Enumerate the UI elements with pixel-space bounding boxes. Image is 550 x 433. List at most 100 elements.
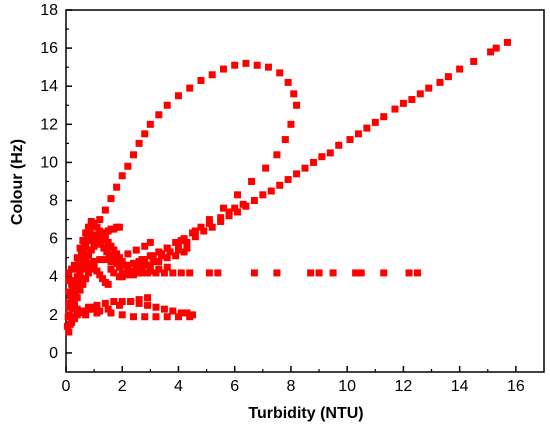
- data-point: [113, 183, 121, 191]
- data-point: [197, 223, 205, 231]
- data-point: [72, 265, 80, 273]
- data-point: [66, 292, 74, 300]
- data-point: [129, 271, 137, 279]
- data-point: [107, 309, 115, 317]
- data-point: [276, 69, 284, 77]
- data-point: [65, 303, 73, 311]
- data-point: [487, 48, 495, 56]
- data-point: [101, 206, 109, 214]
- data-point: [84, 252, 92, 260]
- y-tick-label: 12: [40, 116, 58, 133]
- data-point: [186, 84, 194, 92]
- data-point: [357, 269, 365, 277]
- data-point: [191, 233, 199, 241]
- data-point: [110, 246, 118, 254]
- data-point: [231, 61, 239, 69]
- data-point: [87, 217, 95, 225]
- data-point: [405, 269, 413, 277]
- data-point: [96, 216, 104, 224]
- data-point: [93, 309, 101, 317]
- data-point: [132, 246, 140, 254]
- data-point: [68, 318, 76, 326]
- data-point: [135, 139, 143, 147]
- data-point: [186, 313, 194, 321]
- data-point: [70, 261, 78, 269]
- data-point: [73, 282, 81, 290]
- x-tick-label: 16: [507, 378, 525, 395]
- data-point: [101, 235, 109, 243]
- data-point: [163, 263, 171, 271]
- data-point: [73, 305, 81, 313]
- data-point: [172, 252, 180, 260]
- data-point: [65, 269, 73, 277]
- data-point: [107, 195, 115, 203]
- data-point: [231, 204, 239, 212]
- data-point: [118, 298, 126, 306]
- data-point: [107, 242, 115, 250]
- data-point: [284, 176, 292, 184]
- data-point: [183, 244, 191, 252]
- x-tick-label: 6: [230, 378, 239, 395]
- data-point: [371, 118, 379, 126]
- data-point: [99, 275, 107, 283]
- data-points: [63, 38, 511, 336]
- data-point: [80, 240, 88, 248]
- data-point: [149, 257, 157, 265]
- data-point: [70, 277, 78, 285]
- data-point: [69, 284, 77, 292]
- data-point: [124, 263, 132, 271]
- data-point: [146, 267, 154, 275]
- data-point: [174, 92, 182, 100]
- x-tick-label: 12: [395, 378, 413, 395]
- y-tick-label: 2: [49, 307, 58, 324]
- axes: [65, 9, 545, 373]
- data-point: [287, 120, 295, 128]
- data-point: [160, 305, 168, 313]
- data-point: [225, 208, 233, 216]
- data-point: [94, 233, 102, 241]
- x-tick-label: 10: [338, 378, 356, 395]
- data-point: [273, 269, 281, 277]
- data-point: [413, 269, 421, 277]
- data-point: [172, 238, 180, 246]
- data-point: [149, 254, 157, 262]
- data-point: [84, 269, 92, 277]
- data-point: [281, 136, 289, 144]
- data-point: [391, 105, 399, 113]
- data-point: [73, 273, 81, 281]
- data-point: [99, 231, 107, 239]
- data-point: [318, 153, 326, 161]
- data-point: [129, 313, 137, 321]
- data-point: [70, 298, 78, 306]
- data-point: [155, 111, 163, 119]
- data-point: [180, 235, 188, 243]
- data-point: [124, 162, 132, 170]
- data-point: [132, 259, 140, 267]
- data-point: [346, 136, 354, 144]
- data-point: [174, 242, 182, 250]
- data-point: [141, 242, 149, 250]
- data-point: [217, 217, 225, 225]
- data-point: [166, 248, 174, 256]
- data-point: [65, 299, 73, 307]
- data-point: [96, 227, 104, 235]
- data-point: [127, 298, 135, 306]
- data-point: [82, 257, 90, 265]
- data-point: [200, 227, 208, 235]
- data-point: [239, 200, 247, 208]
- data-point: [113, 250, 121, 258]
- data-point: [115, 301, 123, 309]
- data-point: [180, 248, 188, 256]
- data-point: [329, 269, 337, 277]
- data-point: [205, 219, 213, 227]
- y-axis-label: Colour (Hz): [9, 139, 26, 225]
- data-point: [408, 96, 416, 104]
- data-point: [177, 309, 185, 317]
- data-point: [214, 269, 222, 277]
- data-point: [135, 269, 143, 277]
- data-point: [79, 254, 87, 262]
- data-point: [160, 269, 168, 277]
- data-point: [307, 269, 315, 277]
- data-point: [103, 248, 111, 256]
- data-point: [104, 238, 112, 246]
